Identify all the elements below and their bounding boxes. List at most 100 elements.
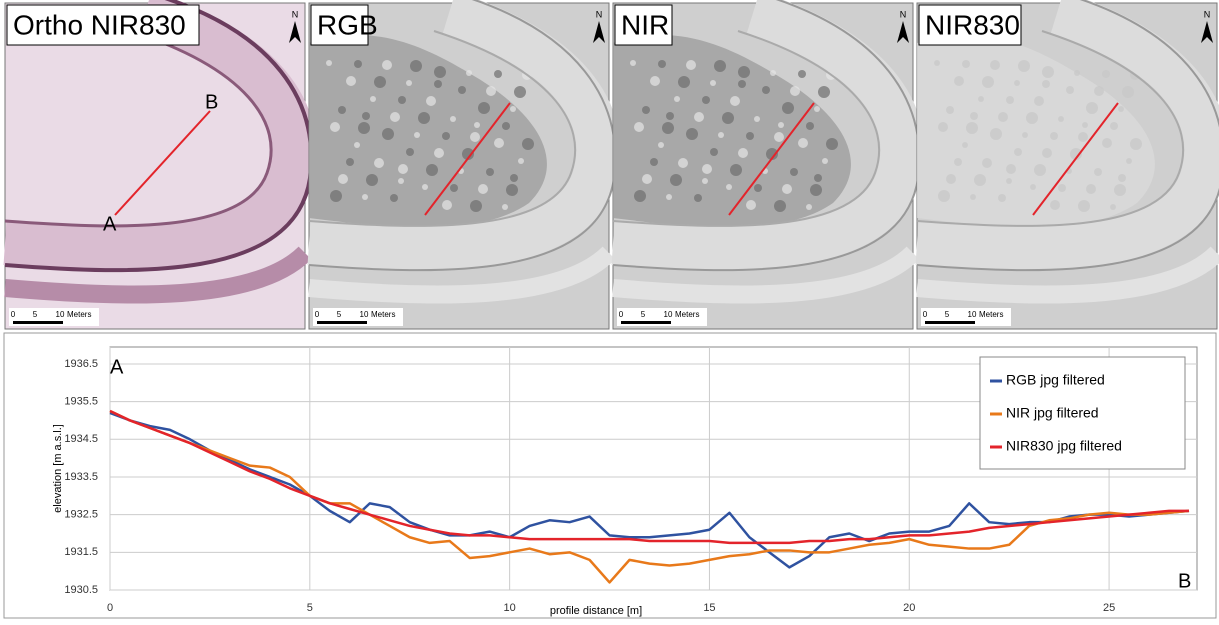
- terrain-texture: [774, 132, 784, 142]
- terrain-texture: [1058, 116, 1064, 122]
- terrain-texture: [354, 60, 362, 68]
- terrain-texture: [426, 164, 438, 176]
- terrain-texture: [806, 122, 814, 130]
- terrain-texture: [974, 174, 986, 186]
- terrain-texture: [346, 158, 354, 166]
- north-label: N: [1204, 9, 1211, 19]
- terrain-texture: [982, 158, 992, 168]
- terrain-texture: [1118, 174, 1126, 182]
- y-axis-label: elevation [m a.s.l.]: [52, 424, 64, 513]
- terrain-texture: [1042, 66, 1054, 78]
- y-tick-label: 1936.5: [64, 358, 98, 370]
- scale-label: 10: [56, 310, 65, 319]
- y-tick-label: 1933.5: [64, 471, 98, 483]
- terrain-texture: [666, 112, 674, 120]
- terrain-texture: [434, 80, 442, 88]
- terrain-texture: [414, 132, 420, 138]
- terrain-texture: [1034, 164, 1046, 176]
- terrain-texture: [810, 184, 822, 196]
- terrain-texture: [358, 122, 370, 134]
- terrain-texture: [354, 142, 360, 148]
- terrain-texture: [990, 60, 1000, 70]
- terrain-texture: [702, 178, 708, 184]
- terrain-texture: [486, 168, 494, 176]
- terrain-texture: [722, 112, 734, 124]
- terrain-texture: [338, 106, 346, 114]
- scale-label: 5: [945, 310, 950, 319]
- terrain-texture: [1066, 86, 1074, 94]
- terrain-texture: [458, 86, 466, 94]
- scale-label: 10: [360, 310, 369, 319]
- terrain-texture: [1018, 60, 1030, 72]
- terrain-texture: [1006, 96, 1014, 104]
- terrain-texture: [954, 158, 962, 166]
- y-tick-label: 1931.5: [64, 546, 98, 558]
- terrain-texture: [814, 106, 820, 112]
- terrain-texture: [998, 194, 1006, 202]
- image-panel: 0510MetersNIRN: [613, 0, 919, 329]
- terrain-texture: [718, 132, 724, 138]
- terrain-texture: [1122, 86, 1134, 98]
- terrain-texture: [418, 112, 430, 124]
- terrain-texture: [1058, 184, 1066, 192]
- terrain-texture: [738, 148, 748, 158]
- terrain-texture: [778, 122, 784, 128]
- terrain-texture: [406, 80, 412, 86]
- terrain-texture: [398, 178, 404, 184]
- terrain-texture: [946, 106, 954, 114]
- terrain-texture: [726, 184, 732, 190]
- terrain-texture: [666, 194, 672, 200]
- terrain-texture: [1074, 70, 1080, 76]
- terrain-texture: [330, 190, 342, 202]
- terrain-texture: [790, 86, 800, 96]
- terrain-texture: [502, 122, 510, 130]
- terrain-texture: [670, 174, 682, 186]
- terrain-texture: [486, 86, 496, 96]
- terrain-texture: [406, 148, 414, 156]
- terrain-texture: [730, 96, 740, 106]
- x-tick-label: 0: [107, 602, 113, 614]
- terrain-texture: [510, 106, 516, 112]
- profile-end: B: [205, 91, 218, 113]
- terrain-texture: [450, 184, 458, 192]
- terrain-texture: [410, 60, 422, 72]
- x-tick-label: 10: [504, 602, 516, 614]
- scale-label: 5: [641, 310, 646, 319]
- terrain-texture: [966, 122, 978, 134]
- terrain-texture: [1006, 178, 1012, 184]
- scale-bar: [317, 321, 367, 324]
- terrain-texture: [382, 60, 392, 70]
- x-tick-label: 15: [703, 602, 715, 614]
- terrain-texture: [634, 122, 644, 132]
- terrain-texture: [694, 194, 702, 202]
- terrain-texture: [814, 174, 822, 182]
- legend-label: NIR jpg filtered: [1006, 405, 1099, 421]
- scale-label: 0: [619, 310, 624, 319]
- terrain-texture: [686, 60, 696, 70]
- panel-title: RGB: [317, 9, 378, 40]
- terrain-texture: [710, 148, 718, 156]
- x-axis-label: profile distance [m]: [550, 605, 642, 617]
- terrain-texture: [422, 184, 428, 190]
- terrain-texture: [326, 60, 332, 66]
- terrain-texture: [962, 60, 970, 68]
- terrain-texture: [470, 132, 480, 142]
- y-tick-label: 1934.5: [64, 433, 98, 445]
- terrain-texture: [382, 128, 394, 140]
- terrain-texture: [686, 128, 698, 140]
- terrain-texture: [1126, 158, 1132, 164]
- profile-start: A: [110, 356, 124, 378]
- y-tick-label: 1932.5: [64, 509, 98, 521]
- y-tick-label: 1930.5: [64, 584, 98, 596]
- terrain-texture: [714, 60, 726, 72]
- terrain-texture: [782, 184, 792, 194]
- terrain-texture: [650, 76, 660, 86]
- terrain-texture: [362, 112, 370, 120]
- scale-bar: [13, 321, 63, 324]
- terrain-texture: [754, 116, 760, 122]
- scale-bar: [621, 321, 671, 324]
- terrain-texture: [634, 190, 646, 202]
- north-label: N: [596, 9, 603, 19]
